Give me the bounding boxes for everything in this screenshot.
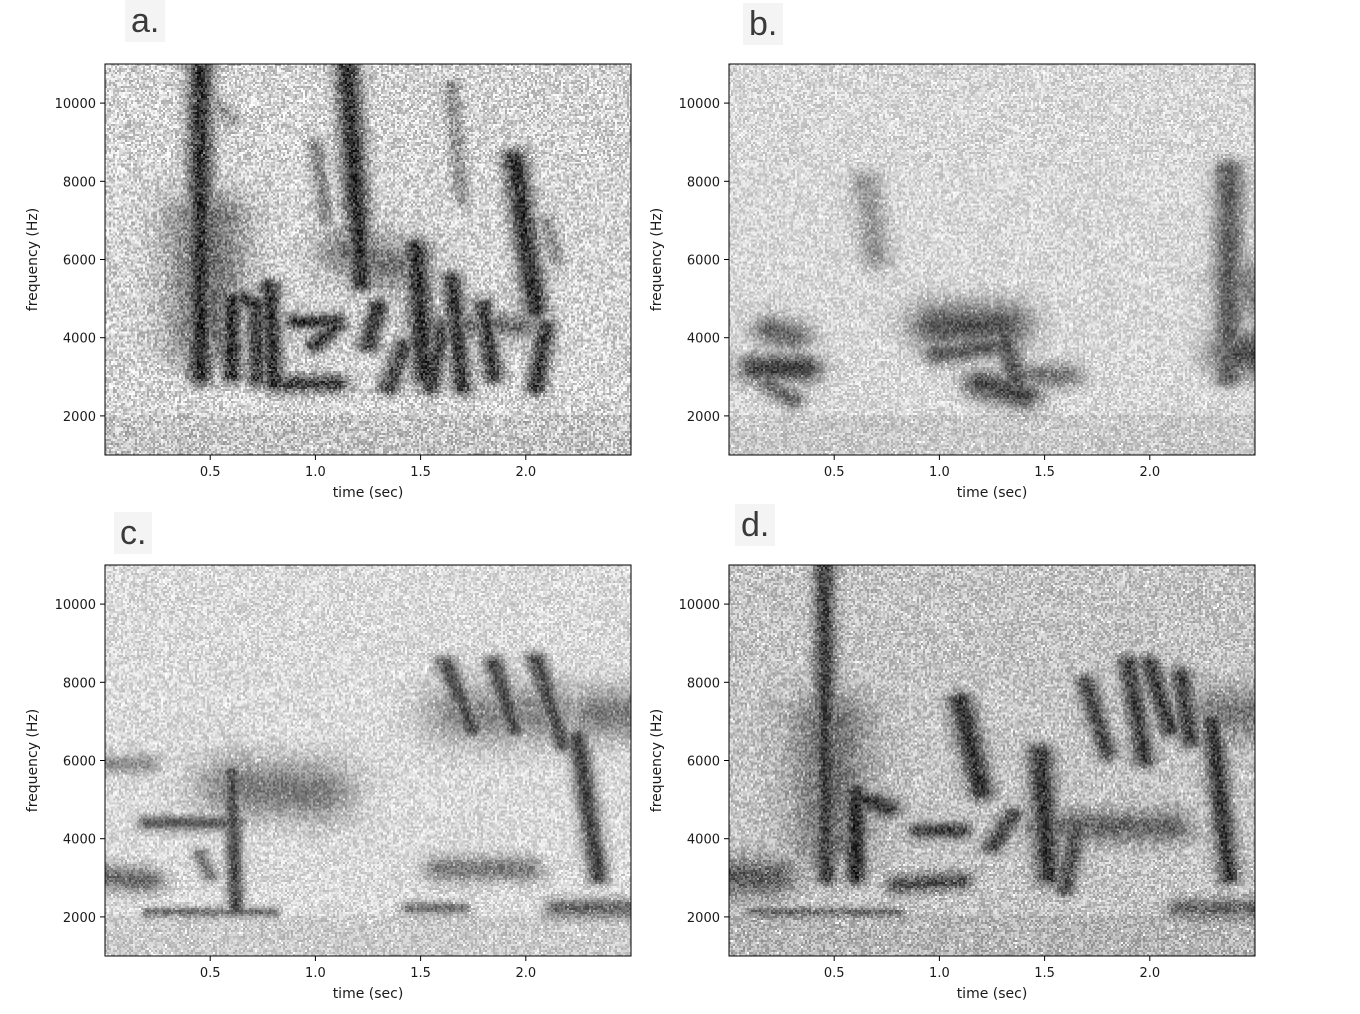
x-tick-label-b: 0.5 bbox=[824, 465, 845, 480]
x-tick-label-d: 2.0 bbox=[1139, 966, 1160, 981]
x-axis-label-a: time (sec) bbox=[333, 485, 404, 501]
x-tick-label-a: 2.0 bbox=[515, 465, 536, 480]
spectrogram-c: 0.5 1.0 1.5 2.0 2000 4000 6000 8000 10000 time (s… bbox=[25, 564, 632, 1002]
y-tick-label-d: 8000 bbox=[687, 676, 720, 691]
spectrogram-image-b bbox=[729, 64, 1255, 455]
x-tick-label-b: 1.0 bbox=[929, 465, 950, 480]
x-axis-label-d: time (sec) bbox=[957, 986, 1028, 1002]
x-tick-label-c: 1.5 bbox=[410, 966, 431, 981]
y-tick-label-b: 4000 bbox=[687, 332, 720, 347]
x-tick-label-a: 0.5 bbox=[200, 465, 221, 480]
y-axis-label-d: frequency (Hz) bbox=[649, 709, 665, 812]
panel-letter-a: a. bbox=[125, 0, 166, 42]
x-tick-label-c: 2.0 bbox=[515, 966, 536, 981]
y-tick-label-c: 8000 bbox=[63, 676, 96, 691]
spectrogram-panel-d: d. 0.5 1.0 1.5 2.0 2000 4000 6000 8000 10000 time… bbox=[624, 501, 1304, 1008]
y-axis-label-b: frequency (Hz) bbox=[649, 208, 665, 311]
spectrogram-d: 0.5 1.0 1.5 2.0 2000 4000 6000 8000 10000 time (s… bbox=[649, 564, 1256, 1002]
y-tick-label-b: 10000 bbox=[679, 97, 720, 112]
y-tick-label-c: 6000 bbox=[63, 755, 96, 770]
spectrogram-image-c bbox=[105, 565, 631, 956]
y-tick-label-d: 4000 bbox=[687, 833, 720, 848]
x-axis-label-b: time (sec) bbox=[957, 485, 1028, 501]
y-tick-label-d: 2000 bbox=[687, 911, 720, 926]
spectrogram-panel-c: c. 0.5 1.0 1.5 2.0 2000 4000 6000 8000 10000 time… bbox=[0, 501, 680, 1008]
x-tick-label-b: 1.5 bbox=[1034, 465, 1055, 480]
spectrogram-panel-a: a. 0.5 1.0 1.5 2.0 2000 4000 6000 8000 10000 time… bbox=[0, 0, 680, 507]
x-tick-label-c: 0.5 bbox=[200, 966, 221, 981]
y-tick-label-a: 6000 bbox=[63, 254, 96, 269]
x-tick-label-d: 1.0 bbox=[929, 966, 950, 981]
y-tick-label-c: 4000 bbox=[63, 833, 96, 848]
spectrogram-image-a bbox=[105, 64, 631, 455]
spectrogram-a: 0.5 1.0 1.5 2.0 2000 4000 6000 8000 10000 time (s… bbox=[25, 63, 632, 501]
y-axis-label-a: frequency (Hz) bbox=[25, 208, 41, 311]
spectrogram-image-d bbox=[729, 565, 1255, 956]
y-tick-label-b: 2000 bbox=[687, 410, 720, 425]
y-tick-label-a: 4000 bbox=[63, 332, 96, 347]
y-tick-label-c: 2000 bbox=[63, 911, 96, 926]
x-tick-label-a: 1.5 bbox=[410, 465, 431, 480]
x-tick-label-b: 2.0 bbox=[1139, 465, 1160, 480]
y-tick-label-d: 6000 bbox=[687, 755, 720, 770]
y-tick-label-b: 8000 bbox=[687, 175, 720, 190]
spectrogram-panel-b: b. 0.5 1.0 1.5 2.0 2000 4000 6000 8000 10000 time… bbox=[624, 0, 1304, 507]
y-tick-label-a: 8000 bbox=[63, 175, 96, 190]
x-axis-label-c: time (sec) bbox=[333, 986, 404, 1002]
panel-letter-c: c. bbox=[114, 512, 153, 554]
y-tick-label-c: 10000 bbox=[55, 598, 96, 613]
x-tick-label-c: 1.0 bbox=[305, 966, 326, 981]
x-tick-label-d: 0.5 bbox=[824, 966, 845, 981]
x-tick-label-d: 1.5 bbox=[1034, 966, 1055, 981]
x-tick-label-a: 1.0 bbox=[305, 465, 326, 480]
y-tick-label-a: 10000 bbox=[55, 97, 96, 112]
spectrogram-b: 0.5 1.0 1.5 2.0 2000 4000 6000 8000 10000 time (s… bbox=[649, 63, 1256, 501]
y-axis-label-c: frequency (Hz) bbox=[25, 709, 41, 812]
y-tick-label-b: 6000 bbox=[687, 254, 720, 269]
panel-letter-d: d. bbox=[735, 504, 776, 546]
y-tick-label-a: 2000 bbox=[63, 410, 96, 425]
y-tick-label-d: 10000 bbox=[679, 598, 720, 613]
panel-letter-b: b. bbox=[743, 3, 784, 45]
